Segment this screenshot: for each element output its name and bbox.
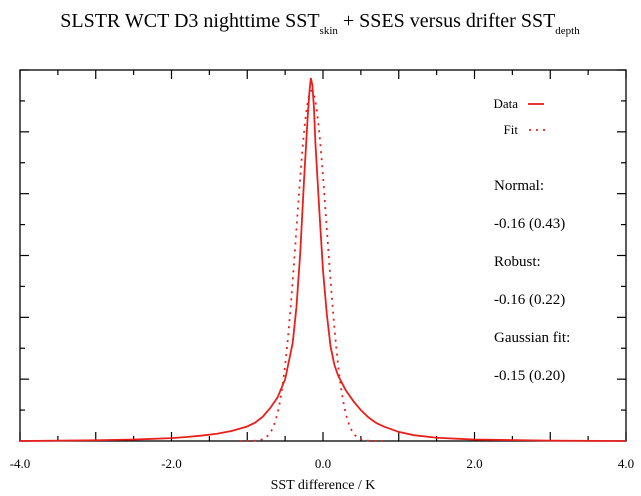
annotation-robust-value: -0.16 (0.22) xyxy=(494,292,565,308)
legend: Data Fit xyxy=(493,96,546,137)
x-tick-label: -4.0 xyxy=(10,456,31,471)
axis-ticks xyxy=(19,69,627,442)
x-axis-label: SST difference / K xyxy=(271,478,376,493)
title-sub-depth: depth xyxy=(555,25,580,37)
stats-annotations: Normal: -0.16 (0.43) Robust: -0.16 (0.22… xyxy=(494,178,570,384)
annotation-robust-heading: Robust: xyxy=(494,254,541,270)
title-prefix: SLSTR WCT D3 nighttime SST xyxy=(60,10,319,32)
legend-label-fit: Fit xyxy=(504,122,519,137)
annotation-gaussian-heading: Gaussian fit: xyxy=(494,330,570,346)
x-tick-label: -2.0 xyxy=(161,456,182,471)
x-tick-label: 0.0 xyxy=(315,456,331,471)
series-data-line xyxy=(19,77,627,442)
title-middle: + SSES versus drifter SST xyxy=(338,10,555,32)
annotation-normal-value: -0.16 (0.43) xyxy=(494,216,565,232)
annotation-normal-heading: Normal: xyxy=(494,178,544,194)
legend-label-data: Data xyxy=(493,96,518,111)
title-sub-skin: skin xyxy=(320,25,339,37)
series-fit-line xyxy=(239,89,383,442)
annotation-gaussian-value: -0.15 (0.20) xyxy=(494,368,565,384)
x-tick-label: 2.0 xyxy=(466,456,482,471)
x-tick-label: 4.0 xyxy=(618,456,634,471)
x-tick-labels: -4.0 -2.0 0.0 2.0 4.0 xyxy=(10,456,634,471)
chart-title: SLSTR WCT D3 nighttime SSTskin + SSES ve… xyxy=(60,10,580,37)
